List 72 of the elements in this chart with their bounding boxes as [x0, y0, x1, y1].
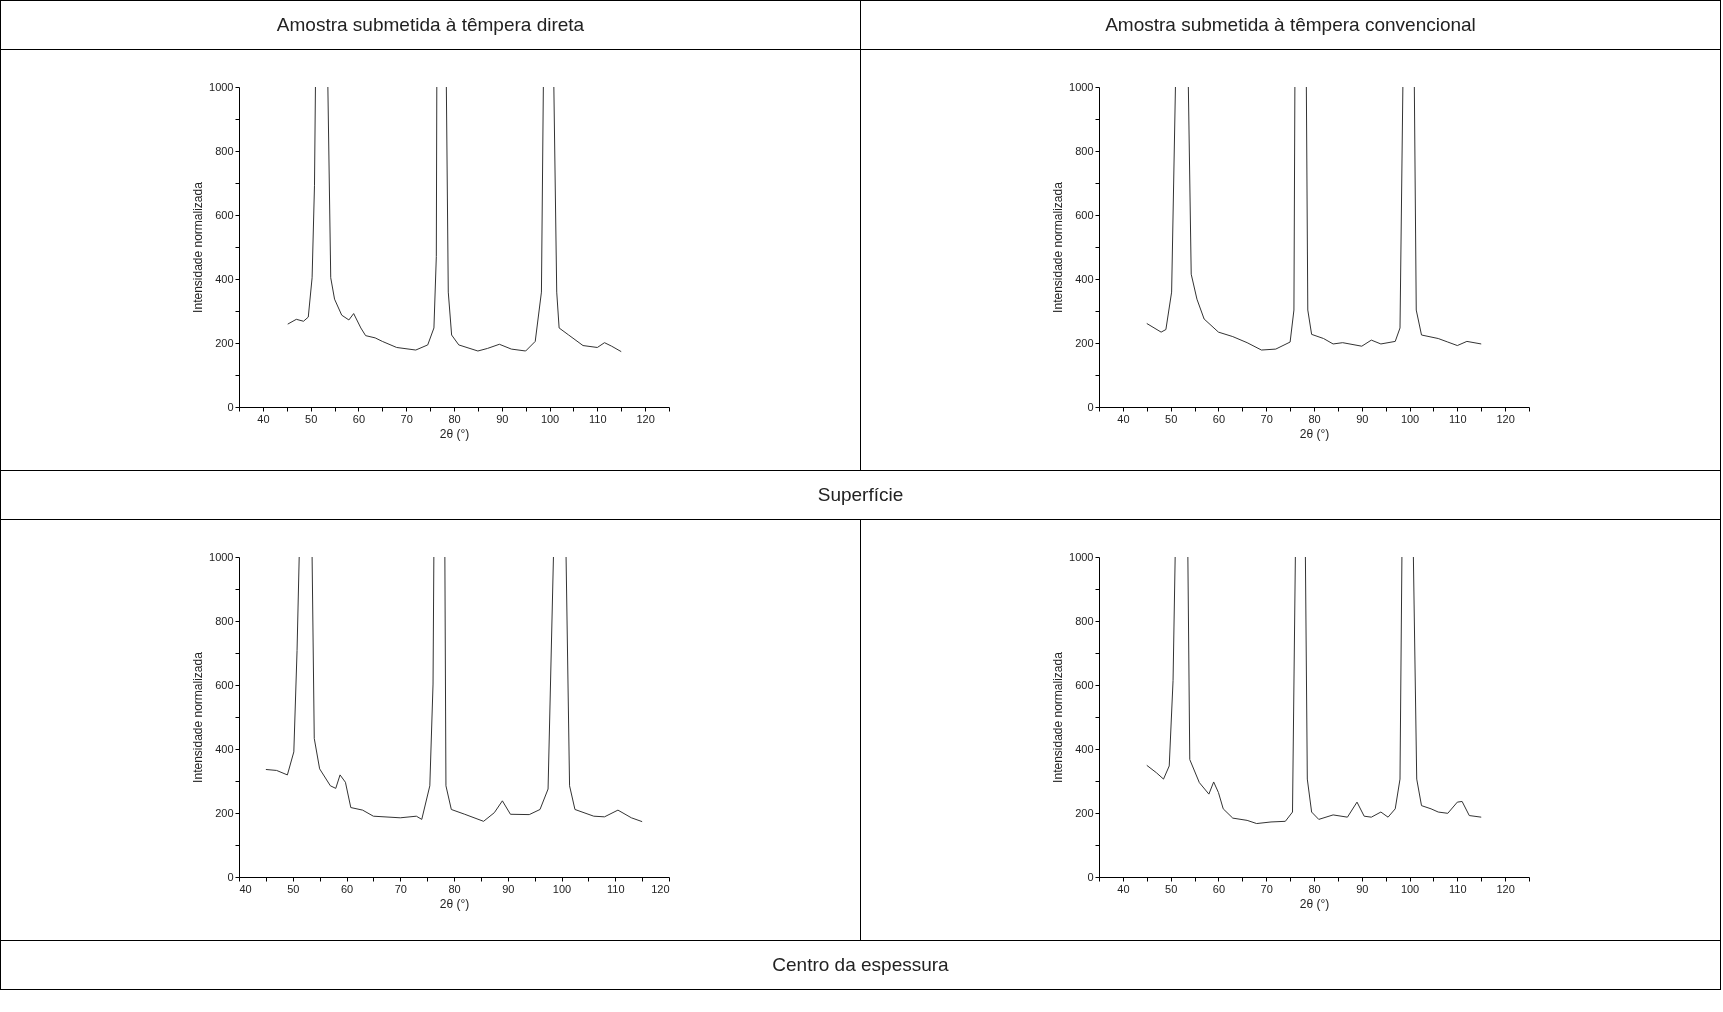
y-tick-label: 1000: [1069, 550, 1094, 563]
chart-title: Amostra submetida à têmpera convencional: [860, 0, 1721, 50]
y-tick-label: 400: [215, 272, 234, 285]
y-tick-label: 0: [1087, 870, 1094, 883]
y-tick-label: 1000: [1069, 80, 1094, 93]
x-tick-label: 60: [1212, 882, 1226, 895]
y-tick-label: 0: [227, 870, 234, 883]
x-tick-label: 110: [1449, 882, 1467, 895]
y-axis-title: Intensidade normalizada: [1051, 651, 1066, 783]
y-tick-label: 800: [215, 144, 234, 157]
y-tick-label: 400: [215, 742, 234, 755]
y-tick-label: 400: [1075, 272, 1094, 285]
x-tick-label: 100: [1400, 882, 1420, 895]
x-tick-label: 40: [257, 412, 270, 425]
y-tick-label: 200: [215, 336, 234, 349]
y-tick-label: 400: [1075, 742, 1094, 755]
x-tick-label: 80: [1308, 412, 1321, 425]
x-tick-label: 50: [1165, 412, 1178, 425]
x-tick-label: 110: [606, 882, 625, 895]
x-tick-label: 60: [352, 412, 366, 425]
x-tick-label: 110: [1449, 412, 1467, 425]
x-axis-title: 2θ (°): [439, 426, 470, 441]
y-tick-label: 200: [1075, 806, 1094, 819]
y-tick-label: 1000: [209, 80, 234, 93]
x-tick-label: 100: [552, 882, 572, 895]
x-tick-label: 70: [400, 412, 413, 425]
y-tick-label: 600: [215, 678, 234, 691]
text: Superfície: [0, 470, 1721, 520]
x-tick-label: 40: [239, 882, 252, 895]
x-tick-label: 90: [1356, 882, 1369, 895]
y-tick-label: 800: [1075, 144, 1094, 157]
y-tick-label: 600: [1075, 678, 1094, 691]
x-tick-label: 120: [1496, 882, 1515, 895]
chart-title: Amostra submetida à têmpera direta: [0, 0, 861, 50]
x-axis-title: 2θ (°): [1299, 426, 1330, 441]
y-tick-label: 200: [215, 806, 234, 819]
x-tick-label: 80: [448, 882, 461, 895]
x-tick-label: 60: [1212, 412, 1226, 425]
y-tick-label: 600: [215, 208, 234, 221]
y-axis-title: Intensidade normalizada: [191, 181, 206, 313]
x-axis-title: 2θ (°): [1299, 896, 1330, 911]
x-tick-label: 90: [1356, 412, 1369, 425]
y-tick-label: 0: [227, 400, 234, 413]
x-tick-label: 50: [305, 412, 318, 425]
y-axis-title: Intensidade normalizada: [1051, 181, 1066, 313]
x-tick-label: 50: [1165, 882, 1178, 895]
x-tick-label: 70: [1260, 882, 1273, 895]
x-tick-label: 90: [502, 882, 515, 895]
x-tick-label: 100: [1400, 412, 1420, 425]
x-tick-label: 120: [651, 882, 670, 895]
x-tick-label: 120: [636, 412, 655, 425]
x-tick-label: 50: [287, 882, 300, 895]
x-tick-label: 40: [1117, 882, 1130, 895]
y-axis-title: Intensidade normalizada: [191, 651, 206, 783]
x-axis-title: 2θ (°): [439, 896, 470, 911]
x-tick-label: 80: [1308, 882, 1321, 895]
x-tick-label: 90: [496, 412, 509, 425]
y-tick-label: 0: [1087, 400, 1094, 413]
y-tick-label: 200: [1075, 336, 1094, 349]
y-tick-label: 1000: [209, 550, 234, 563]
x-tick-label: 110: [589, 412, 607, 425]
x-tick-label: 80: [448, 412, 461, 425]
x-tick-label: 120: [1496, 412, 1515, 425]
x-tick-label: 70: [394, 882, 407, 895]
x-tick-label: 70: [1260, 412, 1273, 425]
text: Centro da espessura: [0, 940, 1721, 990]
y-tick-label: 600: [1075, 208, 1094, 221]
y-tick-label: 800: [1075, 614, 1094, 627]
x-tick-label: 60: [340, 882, 354, 895]
x-tick-label: 40: [1117, 412, 1130, 425]
y-tick-label: 800: [215, 614, 234, 627]
x-tick-label: 100: [540, 412, 560, 425]
